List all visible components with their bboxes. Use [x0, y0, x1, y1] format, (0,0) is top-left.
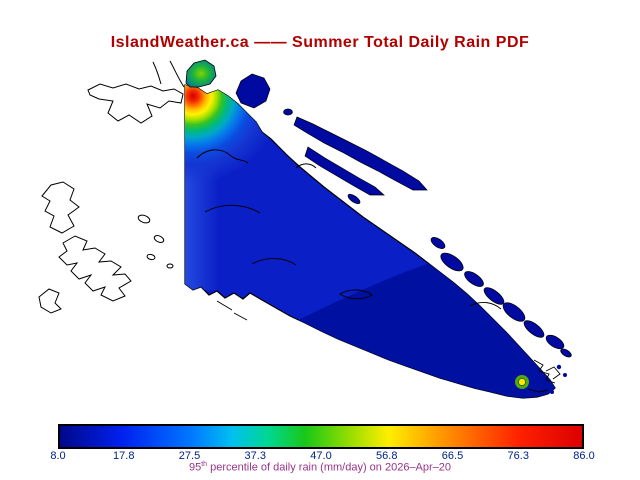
strait-islands	[235, 73, 428, 205]
rain-hotspot	[185, 85, 281, 184]
mainland-fjord-line	[169, 60, 185, 88]
gulf-island	[464, 271, 484, 287]
colorbar-tick: 8.0	[50, 450, 66, 462]
colorbar-tick: 86.0	[573, 450, 595, 462]
colorbar-tick: 17.8	[113, 450, 135, 462]
colorbar-gradient	[60, 426, 582, 447]
colorbar-tick: 66.5	[441, 450, 464, 462]
caption-percentile-number: 95	[188, 461, 202, 474]
colorbar-tick: 27.5	[178, 450, 201, 462]
colorbar-tick: 37.3	[244, 450, 266, 462]
victoria-islet	[556, 364, 562, 370]
green-patch-shape	[185, 59, 217, 88]
mainland-fjord-line	[152, 61, 162, 85]
island-rain-field	[184, 84, 556, 399]
gulf-island	[430, 237, 446, 249]
strait-island-blob	[283, 108, 293, 116]
small-island-outline	[153, 235, 165, 243]
colorbar-tick-labels: 8.0 17.8 27.5 37.3 47.0 56.8 66.5 76.3 8…	[50, 450, 594, 463]
gulf-islands	[430, 237, 572, 358]
colorbar	[58, 424, 584, 449]
victoria-coast-detail-lines	[527, 359, 561, 393]
mainland-west-blob-c	[38, 288, 62, 314]
mainland-west-blob-a	[41, 181, 80, 234]
mainland-coastline	[38, 60, 185, 314]
victoria-tip	[515, 359, 567, 394]
victoria-yellow-spot	[518, 378, 526, 386]
texada-strip	[304, 146, 385, 196]
gulf-island	[545, 334, 565, 350]
victoria-islet	[563, 373, 567, 377]
caption-superscript: th	[201, 461, 208, 468]
caption-text: percentile of daily rain (mm/day) on 202…	[207, 461, 452, 474]
small-island-outline	[166, 263, 174, 269]
sunshine-coast-strip	[293, 116, 428, 191]
colorbar-tick: 47.0	[310, 450, 332, 462]
gulf-island	[440, 252, 464, 272]
gulf-island	[523, 320, 545, 338]
small-island-outline	[137, 214, 151, 224]
plot-title: IslandWeather.ca —— Summer Total Daily R…	[110, 34, 530, 51]
island-coast-detail-lines	[196, 149, 502, 321]
gulf-island	[502, 302, 526, 322]
strait-island-blob	[235, 73, 271, 109]
north-green-patch	[185, 59, 217, 88]
colorbar-tick: 56.8	[376, 450, 398, 462]
gulf-island	[560, 348, 572, 358]
small-island-outline	[146, 253, 156, 261]
mainland-north-shore	[87, 83, 184, 124]
victoria-islet	[550, 390, 554, 394]
mainland-west-blob-b	[58, 235, 132, 302]
gulf-island	[483, 287, 505, 305]
strait-island-blob	[347, 193, 361, 205]
colorbar-tick: 76.3	[507, 450, 529, 462]
caption: 95th percentile of daily rain (mm/day) o…	[0, 461, 640, 474]
